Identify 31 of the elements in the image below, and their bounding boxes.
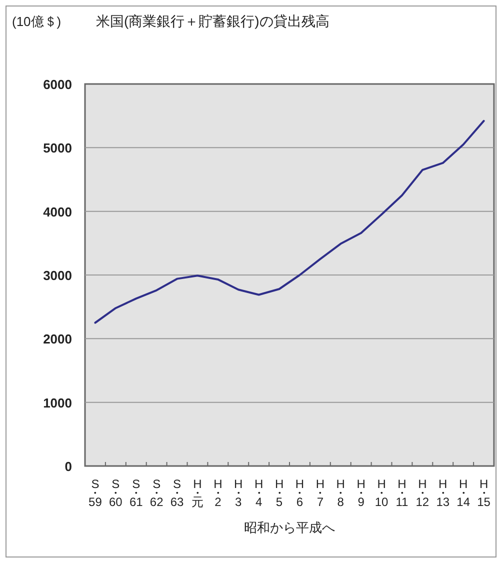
x-tick-label: S・62 xyxy=(150,477,164,509)
x-tick-label: H・3 xyxy=(232,477,244,509)
x-tick-label: H・15 xyxy=(477,477,491,509)
y-tick-label: 3000 xyxy=(43,268,72,283)
x-axis-title: 昭和から平成へ xyxy=(244,520,335,535)
x-tick-label: S・63 xyxy=(170,477,184,509)
x-tick-label: S・61 xyxy=(129,477,144,509)
y-tick-label: 2000 xyxy=(43,332,72,347)
x-tick-label: H・9 xyxy=(355,477,368,509)
y-tick-label: 4000 xyxy=(43,204,72,220)
y-tick-label: 0 xyxy=(64,459,72,474)
x-tick-label: H・元 xyxy=(191,477,204,509)
x-tick-label: H・11 xyxy=(396,477,409,509)
chart-title: 米国(商業銀行＋貯蓄銀行)の貸出残高 xyxy=(96,13,330,29)
x-tick-label: S・60 xyxy=(108,477,123,509)
x-tick-label: H・7 xyxy=(314,477,326,509)
x-tick-label: H・2 xyxy=(212,477,224,509)
y-tick-label: 6000 xyxy=(43,77,72,92)
x-tick-label: H・14 xyxy=(456,477,470,509)
line-series xyxy=(94,120,485,324)
x-tick-label: S・59 xyxy=(88,477,102,509)
y-tick-label: 5000 xyxy=(43,140,72,156)
x-tick-label: H・12 xyxy=(416,477,430,509)
x-tick-label: H・13 xyxy=(436,477,450,509)
x-tick-label: H・8 xyxy=(334,477,347,509)
x-tick-label: H・5 xyxy=(273,477,286,509)
x-tick-label: H・4 xyxy=(252,477,265,509)
y-tick-label: 1000 xyxy=(43,395,72,410)
y-axis-title: (10億＄) xyxy=(12,14,62,29)
x-tick-label: H・6 xyxy=(294,477,306,509)
x-tick-label: H・10 xyxy=(374,477,389,509)
